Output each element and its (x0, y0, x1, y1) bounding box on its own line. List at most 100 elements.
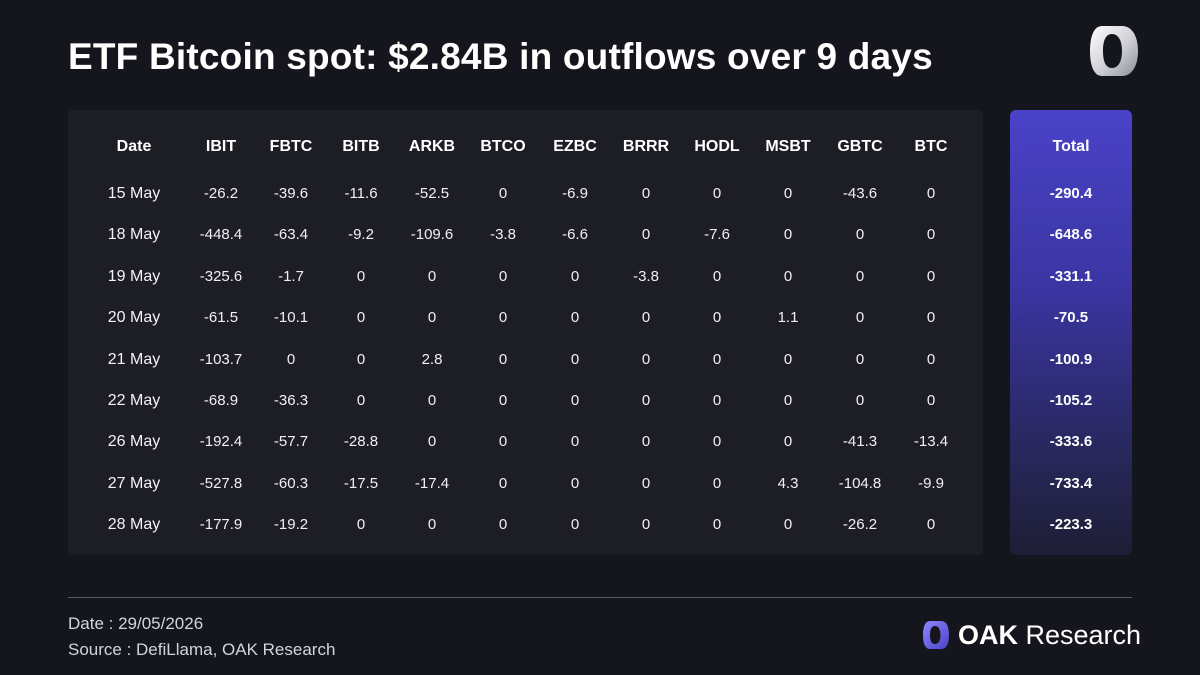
page-title: ETF Bitcoin spot: $2.84B in outflows ove… (68, 36, 933, 77)
table-cell: 0 (783, 350, 793, 368)
column-header-ezbc: EZBC (553, 138, 597, 155)
row-date: 28 May (107, 516, 161, 534)
table-cell: 0 (641, 392, 651, 409)
table-cell: -325.6 (199, 267, 243, 285)
column-header-total: Total (1052, 138, 1090, 155)
table-cell: 0 (641, 185, 651, 202)
table-cell: 0 (570, 267, 580, 285)
date-footnote: Date : 29/05/2026 (68, 614, 204, 633)
footer-divider (68, 597, 1132, 598)
column-header-fbtc: FBTC (269, 138, 313, 155)
column-header-ibit: IBIT (205, 138, 237, 155)
table-cell: -10.1 (273, 309, 309, 327)
table-cell: 0 (926, 226, 936, 244)
table-cell: 0 (855, 309, 865, 327)
table-cell: 0 (427, 392, 437, 409)
table-cell: 0 (712, 392, 722, 409)
table-cell: -6.9 (562, 185, 588, 202)
etf-flows-table-panel (68, 110, 983, 555)
table-cell: 0 (712, 350, 722, 368)
table-cell: 0 (356, 516, 366, 534)
table-cell: 0 (926, 392, 936, 409)
table-cell: -1.7 (278, 267, 304, 285)
table-cell: -63.4 (273, 226, 309, 244)
table-cell: 0 (855, 267, 865, 285)
row-total: -223.3 (1049, 516, 1093, 534)
row-date: 15 May (107, 185, 161, 202)
table-cell: 0 (783, 433, 793, 451)
table-cell: 0 (356, 309, 366, 327)
table-cell: 0 (498, 350, 508, 368)
row-total: -70.5 (1053, 309, 1089, 327)
row-date: 19 May (107, 267, 161, 285)
table-cell: -39.6 (273, 185, 309, 202)
table-cell: -36.3 (273, 392, 309, 409)
table-cell: 0 (427, 516, 437, 534)
table-cell: 0 (712, 433, 722, 451)
table-cell: 0 (570, 392, 580, 409)
table-cell: -26.2 (203, 185, 239, 202)
source-footnote: Source : DefiLlama, OAK Research (68, 640, 336, 659)
column-header-bitb: BITB (342, 138, 380, 155)
table-cell: 0 (926, 185, 936, 202)
row-total: -733.4 (1049, 474, 1093, 492)
row-total: -648.6 (1049, 226, 1093, 244)
table-cell: 0 (498, 516, 508, 534)
table-cell: 0 (570, 516, 580, 534)
table-cell: 1.1 (777, 309, 799, 327)
table-cell: -104.8 (838, 474, 882, 492)
table-cell: -61.5 (203, 309, 239, 327)
row-total: -100.9 (1049, 350, 1093, 368)
table-cell: 0 (926, 350, 936, 368)
table-cell: 0 (855, 350, 865, 368)
row-date: 26 May (107, 433, 161, 451)
column-header-btco: BTCO (480, 138, 526, 155)
table-cell: 0 (712, 267, 722, 285)
table-cell: -68.9 (203, 392, 239, 409)
table-cell: 0 (641, 474, 651, 492)
table-cell: -9.9 (918, 474, 944, 492)
row-date: 18 May (107, 226, 161, 244)
table-cell: 0 (641, 350, 651, 368)
column-header-gbtc: GBTC (837, 138, 883, 155)
table-cell: -103.7 (199, 350, 243, 368)
table-cell: 0 (286, 350, 296, 368)
table-cell: -13.4 (913, 433, 949, 451)
column-header-date: Date (116, 138, 152, 155)
table-cell: -11.6 (344, 185, 378, 202)
table-cell: -43.6 (842, 185, 878, 202)
table-cell: 4.3 (777, 474, 799, 492)
table-cell: -177.9 (199, 516, 243, 534)
table-cell: 0 (498, 309, 508, 327)
table-cell: 0 (926, 309, 936, 327)
table-cell: 0 (783, 516, 793, 534)
brand-name: OAK Research (958, 619, 1142, 650)
table-cell: 0 (712, 309, 722, 327)
table-cell: 0 (712, 185, 722, 202)
total-column-panel (1010, 110, 1132, 555)
table-cell: 0 (356, 350, 366, 368)
table-cell: 0 (712, 474, 722, 492)
table-cell: 0 (712, 516, 722, 534)
table-cell: 0 (783, 267, 793, 285)
table-cell: -7.6 (704, 226, 730, 244)
table-cell: 0 (498, 267, 508, 285)
table-cell: 0 (641, 309, 651, 327)
table-cell: -57.7 (273, 433, 309, 451)
row-date: 20 May (107, 309, 161, 327)
table-cell: 0 (498, 474, 508, 492)
table-cell: 0 (498, 392, 508, 409)
table-cell: 0 (498, 433, 508, 451)
table-cell: 0 (427, 433, 437, 451)
table-cell: 0 (783, 226, 793, 244)
table-cell: 0 (570, 433, 580, 451)
table-cell: -9.2 (348, 226, 374, 244)
table-cell: 0 (855, 392, 865, 409)
table-cell: -6.6 (562, 226, 588, 244)
table-cell: -28.8 (343, 433, 379, 451)
table-cell: -527.8 (199, 474, 243, 492)
table-cell: 0 (641, 516, 651, 534)
table-cell: 0 (356, 392, 366, 409)
table-cell: -60.3 (273, 474, 309, 492)
table-cell: -41.3 (842, 433, 878, 451)
